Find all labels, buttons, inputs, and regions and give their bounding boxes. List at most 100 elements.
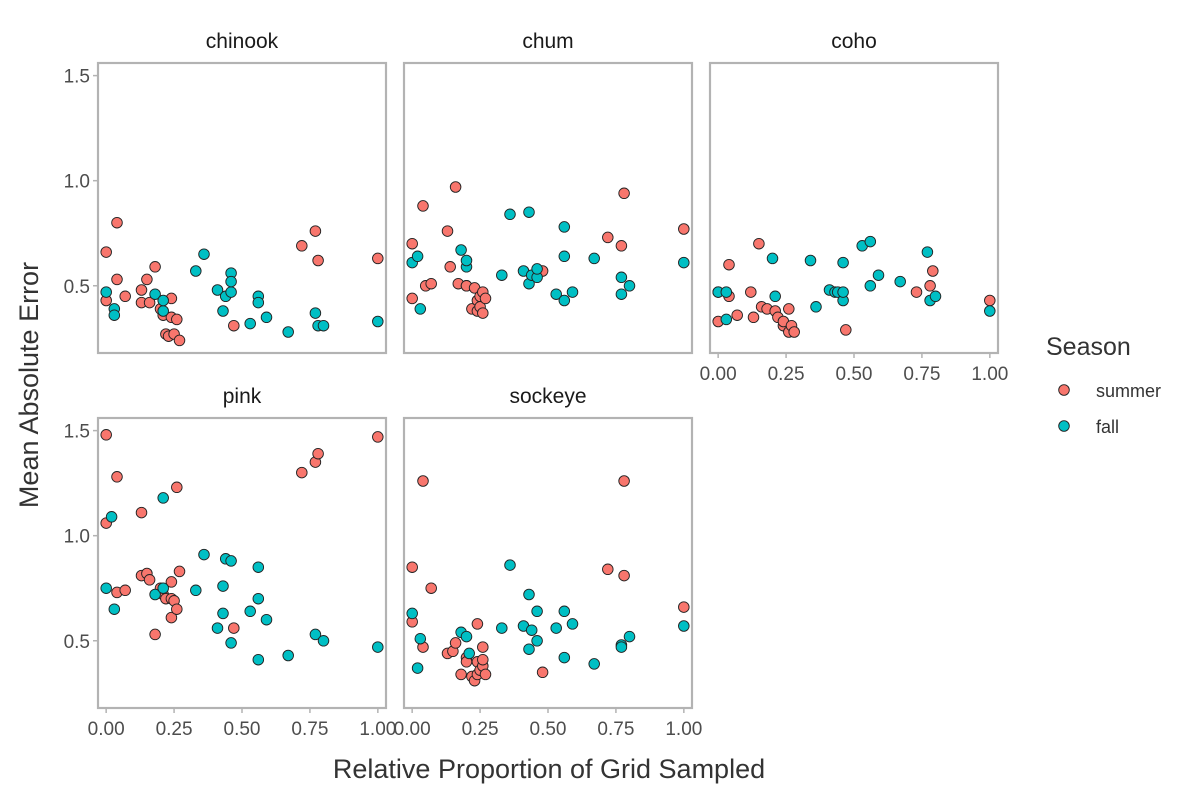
- data-point-fall: [872, 269, 885, 281]
- x-tick-label: 0.00: [394, 719, 431, 740]
- x-tick-label: 0.50: [530, 719, 567, 740]
- y-tick-label: 1.0: [64, 172, 90, 193]
- data-point-fall: [837, 256, 849, 269]
- data-point-fall: [217, 305, 229, 317]
- facet-label: chinook: [206, 30, 279, 53]
- data-point-fall: [550, 622, 562, 634]
- x-tick-label: 1.00: [359, 719, 396, 740]
- legend-key: [1058, 420, 1070, 432]
- data-point-summer: [927, 265, 939, 277]
- data-point-fall: [217, 607, 229, 620]
- data-point-fall: [558, 651, 571, 664]
- data-point-fall: [984, 305, 996, 317]
- data-point-fall: [225, 637, 237, 649]
- data-point-fall: [720, 313, 733, 326]
- data-point-fall: [411, 250, 424, 263]
- data-point-summer: [119, 584, 131, 597]
- facet-label: chum: [522, 30, 573, 53]
- data-point-fall: [769, 290, 781, 303]
- data-point-fall: [309, 307, 322, 319]
- data-point-summer: [135, 506, 148, 519]
- data-point-fall: [496, 622, 508, 634]
- data-point-summer: [455, 668, 467, 681]
- legend-title: Season: [1046, 333, 1131, 361]
- facet-label: coho: [831, 30, 877, 53]
- data-point-summer: [441, 225, 454, 237]
- data-point-summer: [731, 309, 743, 321]
- data-point-fall: [504, 559, 516, 571]
- data-point-summer: [173, 565, 186, 578]
- data-point-fall: [157, 492, 169, 504]
- data-point-fall: [108, 309, 121, 321]
- data-point-fall: [372, 641, 384, 653]
- data-point-fall: [252, 592, 265, 605]
- data-point-summer: [111, 273, 123, 286]
- data-point-fall: [525, 624, 538, 636]
- data-point-summer: [425, 277, 437, 290]
- data-point-summer: [406, 561, 418, 573]
- data-point-fall: [309, 628, 322, 641]
- data-point-fall: [455, 244, 467, 256]
- data-point-summer: [149, 261, 161, 273]
- data-point-fall: [810, 301, 822, 313]
- data-point-fall: [414, 303, 427, 315]
- data-point-fall: [100, 582, 112, 594]
- data-point-summer: [477, 653, 489, 666]
- y-axis-title: Mean Absolute Error: [14, 262, 44, 508]
- y-tick-label: 1.0: [64, 527, 90, 548]
- facet-coho: coho 0.00 0.25 0.50 0.75 1.00: [700, 30, 1009, 385]
- data-point-summer: [143, 574, 156, 586]
- x-tick-label: 0.50: [224, 719, 261, 740]
- data-point-fall: [550, 288, 562, 300]
- data-point-summer: [111, 471, 123, 483]
- data-point-summer: [296, 466, 308, 479]
- data-point-fall: [615, 288, 628, 300]
- data-point-fall: [414, 632, 427, 645]
- data-point-fall: [244, 317, 256, 330]
- data-point-summer: [678, 601, 690, 613]
- legend-label: summer: [1096, 381, 1161, 401]
- data-point-summer: [840, 324, 852, 336]
- data-point-summer: [173, 334, 186, 347]
- data-point-fall: [558, 221, 571, 233]
- data-point-summer: [372, 431, 384, 443]
- y-tick-label: 0.5: [64, 277, 90, 298]
- data-point-fall: [531, 263, 543, 275]
- legend-key: [1058, 384, 1070, 396]
- data-point-summer: [615, 240, 628, 252]
- data-point-fall: [588, 658, 600, 670]
- data-point-summer: [753, 237, 765, 250]
- data-point-summer: [471, 618, 484, 630]
- data-point-fall: [837, 286, 849, 298]
- data-point-fall: [929, 290, 942, 303]
- x-axis-title: Relative Proportion of Grid Sampled: [333, 754, 765, 784]
- x-tick-label: 0.25: [156, 719, 193, 740]
- data-point-fall: [864, 280, 877, 292]
- panel-border: [402, 61, 694, 355]
- data-point-summer: [425, 582, 437, 594]
- data-point-summer: [417, 475, 429, 487]
- data-point-fall: [558, 605, 571, 618]
- data-point-fall: [523, 643, 535, 655]
- data-point-summer: [171, 313, 183, 326]
- data-point-summer: [119, 290, 131, 303]
- data-point-summer: [111, 216, 123, 229]
- facet-label: pink: [223, 385, 262, 408]
- data-point-summer: [228, 622, 240, 634]
- data-point-fall: [225, 555, 237, 567]
- data-point-summer: [449, 181, 462, 193]
- data-point-fall: [105, 511, 118, 523]
- y-tick-label: 1.5: [64, 67, 90, 88]
- data-point-fall: [558, 294, 571, 307]
- data-point-summer: [171, 481, 183, 494]
- data-point-summer: [296, 240, 308, 252]
- legend-item-fall: fall: [1058, 417, 1119, 437]
- data-point-fall: [217, 580, 229, 592]
- data-point-fall: [921, 246, 934, 258]
- data-point-summer: [477, 641, 489, 653]
- data-point-fall: [566, 618, 579, 630]
- data-point-fall: [894, 275, 906, 288]
- data-point-fall: [678, 620, 690, 632]
- x-tick-label: 0.75: [597, 719, 634, 740]
- data-point-fall: [566, 286, 579, 298]
